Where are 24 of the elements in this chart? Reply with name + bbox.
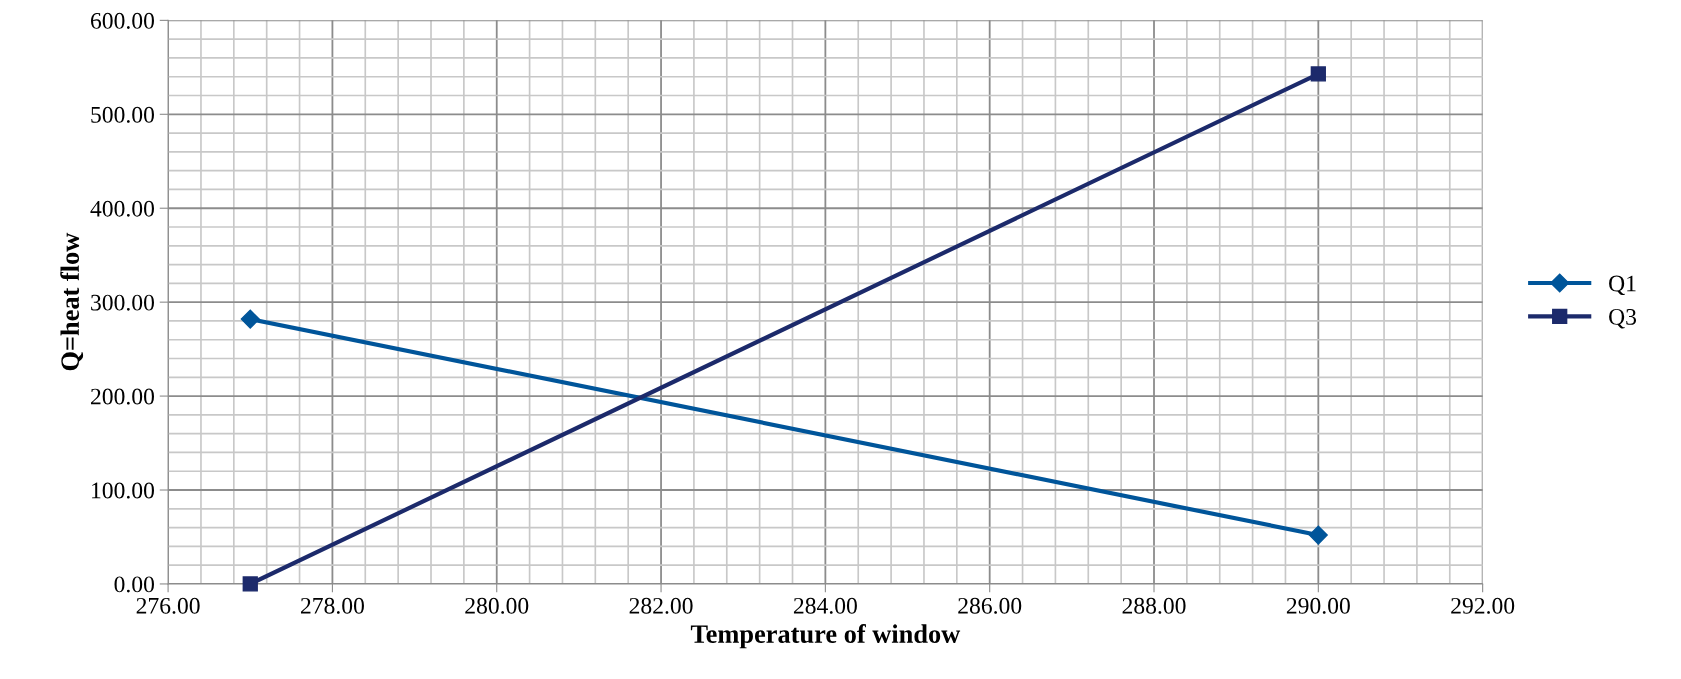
x-tick-label: 282.00	[629, 597, 693, 614]
point	[1308, 525, 1328, 545]
x-tick-label: 290.00	[1286, 597, 1350, 614]
x-tick-label: 286.00	[958, 597, 1022, 614]
y-tick-label: 100.00	[92, 482, 155, 499]
y-tick-label: 600.00	[90, 12, 155, 29]
x-tick-label: 278.00	[300, 597, 364, 614]
y-tick-label: 0.00	[114, 576, 155, 593]
x-tick-label: 292.00	[1451, 597, 1515, 614]
y-tick-label: 400.00	[90, 200, 155, 217]
point	[242, 576, 258, 592]
x-tick-label: 284.00	[793, 597, 857, 614]
y-tick-label: 200.00	[91, 388, 155, 405]
y-tick-label: 300.00	[91, 294, 155, 311]
point	[1310, 66, 1326, 82]
x-axis-title: Temperature of window	[690, 624, 961, 649]
y-axis-title: Q=heat flow	[60, 232, 84, 371]
x-tick-label: 276.00	[136, 597, 200, 614]
x-tick-label: 288.00	[1122, 597, 1186, 614]
legend-label: Q3	[1609, 308, 1637, 329]
point	[240, 309, 260, 329]
x-tick-label: 280.00	[465, 597, 529, 614]
y-tick-label: 500.00	[91, 106, 155, 123]
legend-label: Q1	[1609, 275, 1636, 296]
